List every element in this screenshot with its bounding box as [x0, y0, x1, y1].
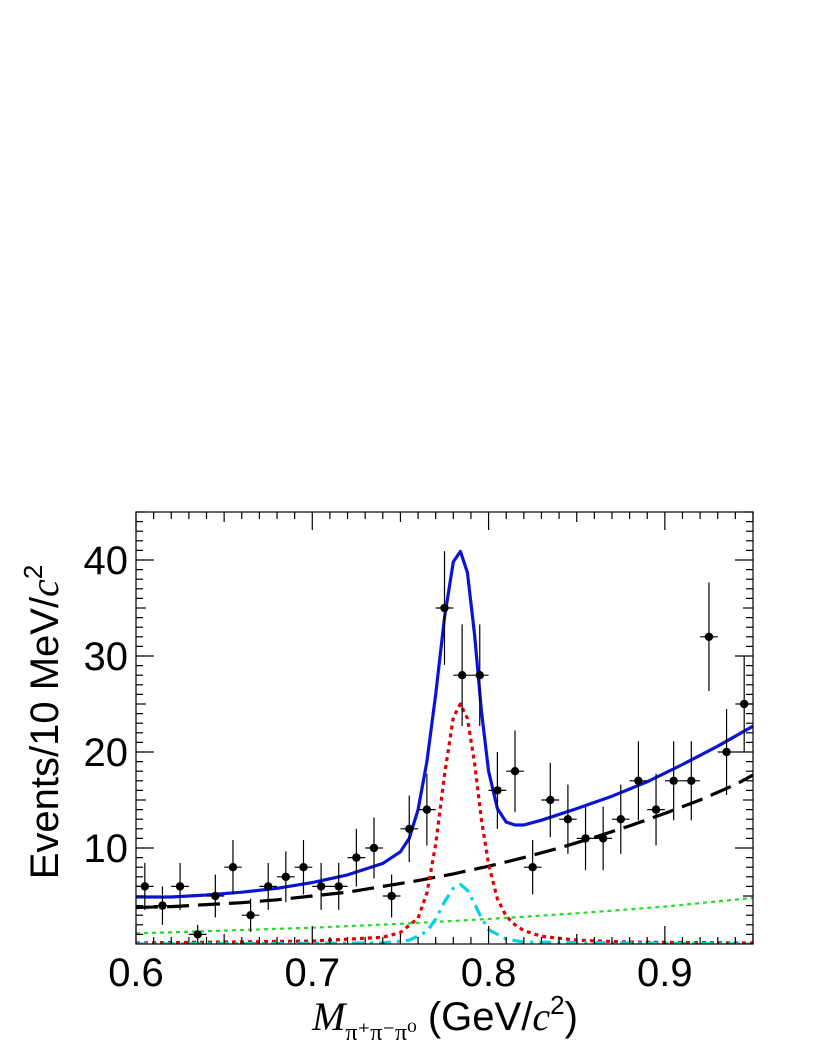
- x-axis-var: M: [311, 994, 348, 1039]
- data-marker: [334, 882, 343, 891]
- data-marker: [651, 805, 661, 814]
- data-point: [435, 551, 454, 665]
- y-axis-title: Events/10 MeV/c2: [18, 565, 67, 880]
- data-marker: [140, 882, 150, 891]
- y-axis-sup: 2: [18, 565, 48, 579]
- data-marker: [722, 747, 731, 757]
- data-point: [365, 817, 383, 879]
- data-point: [259, 862, 278, 910]
- data-marker: [440, 603, 449, 613]
- data-point: [241, 898, 260, 932]
- x-axis-subscript: π⁺π⁻π⁰: [345, 1020, 416, 1046]
- data-marker: [193, 930, 202, 939]
- data-marker: [211, 891, 220, 901]
- data-point: [629, 741, 648, 821]
- x-axis-unit-c: c: [532, 994, 550, 1039]
- data-marker: [158, 901, 167, 910]
- data-marker: [246, 911, 255, 920]
- data-marker: [528, 863, 537, 872]
- data-marker: [634, 776, 643, 785]
- data-point: [664, 741, 683, 821]
- data-marker: [299, 863, 308, 872]
- curve-dashdot-4: [136, 882, 753, 944]
- data-marker: [352, 853, 361, 862]
- tick-labels: 0.6 0.7 0.8 0.9 10 20 30 40: [84, 539, 693, 995]
- data-point: [682, 741, 701, 821]
- data-point: [294, 840, 313, 895]
- y-tick-label: 30: [84, 635, 129, 679]
- curve-dotted-2: [136, 702, 753, 944]
- data-marker: [510, 767, 520, 776]
- data-point: [559, 784, 577, 854]
- y-axis-c: c: [22, 579, 67, 597]
- data-point: [470, 624, 489, 726]
- x-tick-label: 0.8: [461, 951, 517, 995]
- data-point: [700, 582, 718, 692]
- data-marker: [228, 863, 238, 872]
- data-marker: [316, 882, 326, 891]
- data-point: [171, 862, 189, 910]
- data-point: [136, 862, 154, 910]
- data-point: [647, 773, 665, 846]
- data-marker: [493, 786, 502, 795]
- data-marker: [405, 824, 414, 833]
- data-marker: [281, 872, 291, 881]
- data-marker: [422, 805, 432, 814]
- data-marker: [475, 671, 484, 680]
- data-marker: [704, 632, 714, 641]
- y-tick-label: 20: [84, 731, 129, 775]
- x-axis-unit-sup: 2: [550, 990, 564, 1020]
- data-point: [188, 924, 207, 944]
- x-axis-unit-close: ): [565, 995, 578, 1039]
- y-axis-prefix: Events/10 MeV/: [23, 596, 67, 879]
- curve-dashed-1: [136, 773, 753, 910]
- data-point: [312, 862, 330, 910]
- data-marker: [616, 815, 625, 824]
- data-point: [153, 886, 172, 925]
- data-points: [136, 551, 753, 944]
- curve-dotted-3: [136, 896, 753, 935]
- data-point: [382, 874, 401, 918]
- data-marker: [563, 815, 573, 824]
- data-marker: [581, 834, 590, 843]
- y-tick-label: 10: [84, 827, 129, 871]
- data-point: [329, 862, 348, 910]
- data-point: [594, 806, 612, 871]
- data-point: [506, 730, 524, 812]
- data-point: [400, 795, 419, 863]
- data-marker: [387, 891, 396, 901]
- data-marker: [175, 882, 185, 891]
- data-point: [717, 709, 736, 795]
- curve-solid-0: [136, 549, 753, 899]
- data-marker: [598, 834, 608, 843]
- axis-ticks: [135, 511, 754, 944]
- x-tick-label: 0.9: [637, 951, 693, 995]
- data-point: [347, 828, 366, 887]
- data-point: [224, 840, 242, 895]
- data-point: [453, 624, 471, 726]
- data-point: [523, 840, 542, 895]
- data-point: [418, 773, 436, 846]
- fit-curves: [136, 549, 753, 944]
- x-axis-unit-open: (GeV/: [417, 995, 533, 1039]
- y-tick-label: 40: [84, 539, 129, 583]
- x-axis-title: Mπ⁺π⁻π⁰ (GeV/c2): [311, 990, 578, 1046]
- data-point: [488, 752, 507, 829]
- data-point: [541, 762, 560, 838]
- data-marker: [669, 776, 678, 785]
- data-point: [277, 851, 295, 903]
- data-marker: [457, 671, 467, 680]
- data-marker: [369, 843, 379, 853]
- data-marker: [264, 882, 273, 891]
- data-point: [576, 806, 595, 871]
- plot-frame: [135, 511, 754, 945]
- data-point: [206, 874, 225, 918]
- data-point: [611, 784, 630, 854]
- x-tick-label: 0.7: [284, 951, 340, 995]
- data-marker: [687, 776, 696, 785]
- data-marker: [546, 795, 555, 805]
- x-tick-label: 0.6: [108, 951, 164, 995]
